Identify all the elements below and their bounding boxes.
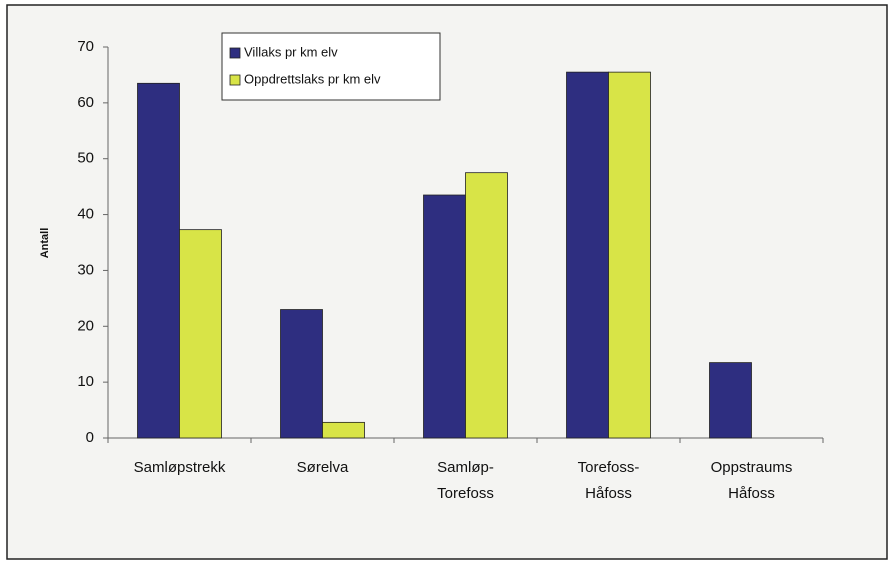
x-tick-label: Sørelva [297,459,349,476]
bar [280,309,323,439]
bar [423,194,466,439]
y-tick-label: 50 [77,150,94,167]
bar [709,362,752,439]
bar [465,172,508,439]
legend-label: Oppdrettslaks pr km elv [244,71,381,86]
y-tick-label: 0 [86,429,94,446]
legend-label: Villaks pr km elv [244,44,338,59]
bar [179,229,222,439]
bar [608,71,651,439]
legend-swatch [229,74,241,86]
x-tick-label: Torefoss-Håfoss [578,459,640,502]
legend-swatch [229,47,241,59]
y-tick-label: 10 [77,373,94,390]
y-tick-label: 70 [77,38,94,55]
bar [566,71,609,439]
x-tick-label: Samløp-Torefoss [437,459,494,502]
bar [322,421,365,439]
y-axis-label: Antall [39,228,51,259]
x-tick-label: Samløpstrekk [134,459,226,476]
y-tick-label: 40 [77,206,94,223]
y-tick-label: 30 [77,261,94,278]
y-tick-label: 60 [77,94,94,111]
x-tick-label: Oppstraums Håfoss [711,459,793,502]
y-tick-label: 20 [77,317,94,334]
bar [137,82,180,439]
legend-box [221,32,441,101]
